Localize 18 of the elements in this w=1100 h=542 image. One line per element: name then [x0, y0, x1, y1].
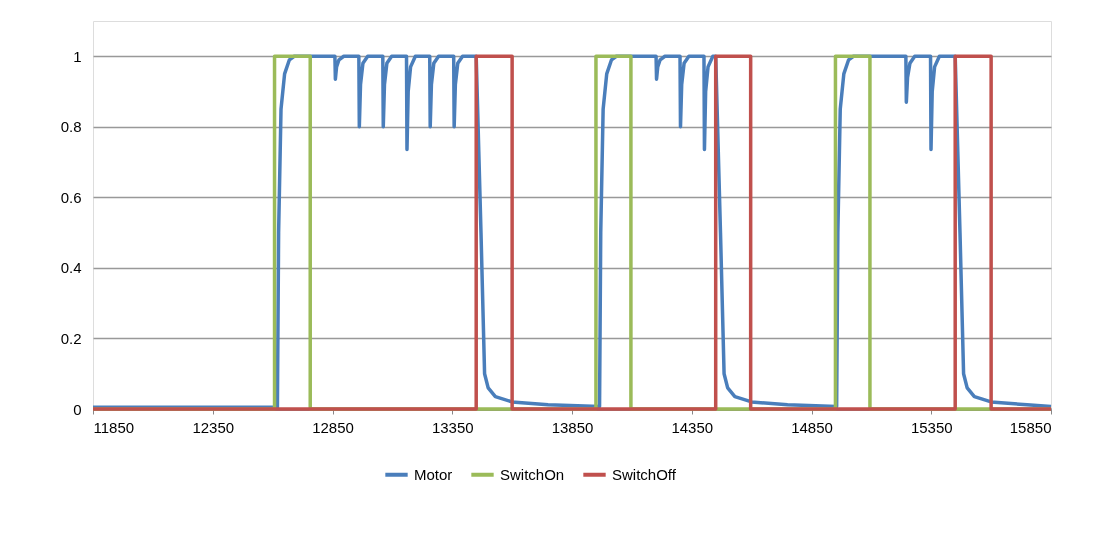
- legend-label: Motor: [414, 465, 453, 483]
- x-tick-label: 14350: [671, 418, 714, 436]
- x-tick-label: 14850: [791, 418, 833, 436]
- x-tick-label: 12850: [312, 418, 354, 436]
- legend-label: SwitchOn: [500, 465, 565, 483]
- x-tick-label: 11850: [93, 418, 135, 436]
- legend-label: SwitchOff: [612, 465, 677, 483]
- x-tick-label: 15850: [1009, 418, 1052, 436]
- y-tick-label: 0: [73, 400, 82, 418]
- y-tick-label: 0.6: [60, 188, 82, 206]
- y-tick-label: 1: [73, 47, 82, 65]
- y-tick-label: 0.8: [60, 118, 82, 136]
- x-tick-label: 15350: [910, 418, 953, 436]
- x-tick-label: 12350: [192, 418, 235, 436]
- y-tick-label: 0.2: [60, 329, 82, 347]
- x-tick-label: 13850: [551, 418, 594, 436]
- y-tick-label: 0.4: [60, 259, 82, 277]
- x-tick-label: 13350: [431, 418, 474, 436]
